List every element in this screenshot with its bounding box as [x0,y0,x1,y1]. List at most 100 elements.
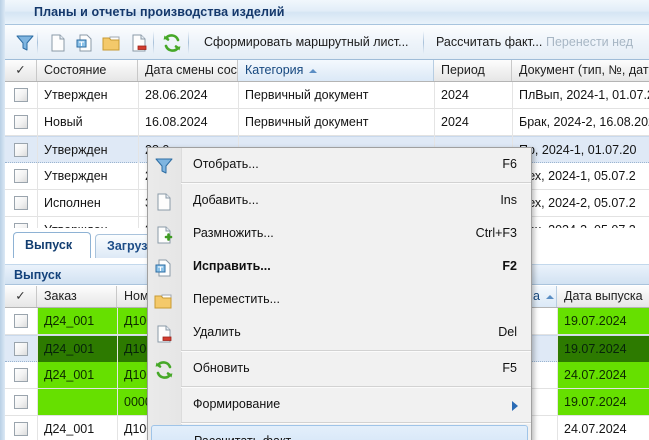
top-grid-header-category[interactable]: Категория [238,60,434,81]
cell-period: 2024 [441,115,469,129]
edit-document-icon[interactable] [75,33,95,53]
cell-checkbox [5,416,37,440]
menu-item-dobavit[interactable]: Добавить... Ins [148,185,531,218]
context-menu: Отобрать... F6 Добавить... Ins Размножить...… [147,147,532,440]
tab-label: Выпуск [25,238,73,252]
menu-item-razmnozhit[interactable]: Размножить... Ctrl+F3 [148,218,531,251]
column-separator [557,308,558,440]
cell-category: Первичный документ [245,88,369,102]
cell-checkbox [5,190,37,216]
menu-separator [181,386,531,388]
column-separator [138,82,139,228]
cell-checkbox [5,362,37,388]
row-checkbox[interactable] [14,314,28,328]
column-separator [37,308,38,440]
table-row[interactable]: Д24_001 Д1000 24.07.2024 [5,416,649,440]
menu-item-ispravit[interactable]: Исправить... F2 [148,251,531,284]
row-checkbox[interactable] [14,169,28,183]
refresh-icon[interactable] [162,33,182,53]
cell-checkbox [5,82,37,108]
menu-item-shortcut: Del [498,325,517,339]
menu-item-shortcut: Ins [500,193,517,207]
filter-icon[interactable] [15,33,35,53]
cell-category: Первичный документ [245,115,369,129]
row-checkbox[interactable] [14,395,28,409]
production-plans-grid: ✓ Состояние Дата смены сост Категория Период… [5,60,649,228]
menu-item-udalit[interactable]: Удалить Del [148,317,531,350]
window-titlebar: Планы и отчеты производства изделий [5,0,649,25]
transfer-shortage-button[interactable]: Перенести нед [546,35,633,49]
cell-checkbox [5,389,37,415]
cell-state: Утвержден [44,143,108,157]
top-grid-header-period[interactable]: Период [434,60,512,81]
row-checkbox[interactable] [14,115,28,129]
column-separator [37,82,38,228]
menu-item-label: Обновить [193,361,250,375]
menu-item-formirovanie[interactable]: Формирование [148,389,531,422]
delete-document-icon[interactable] [129,33,149,53]
menu-separator [181,350,531,352]
submenu-arrow-icon [512,401,518,411]
row-checkbox[interactable] [14,88,28,102]
menu-item-label: Добавить... [193,193,259,207]
refresh-icon [154,360,174,380]
cell-release-date: 19.07.2024 [557,308,649,334]
cell-checkbox [5,336,37,362]
filter-icon [154,156,174,176]
delete-document-icon [154,324,174,344]
move-folder-icon[interactable] [102,33,122,53]
table-row[interactable]: Утвержден 28.06.2024 Первичный документ 202… [5,82,649,109]
top-grid-header-state[interactable]: Состояние [37,60,138,81]
column-label: Период [441,63,485,77]
table-row[interactable]: Новый 16.08.2024 Первичный документ 2024 Бра… [5,109,649,136]
main-toolbar: Сформировать маршрутный лист... Рассчита… [5,25,649,60]
menu-item-obnovit[interactable]: Обновить F5 [148,353,531,386]
row-checkbox[interactable] [14,143,28,157]
bottom-grid-header-sorted-col[interactable]: а [526,286,557,307]
bottom-grid-header-order[interactable]: Заказ [37,286,117,307]
menu-item-otobrat[interactable]: Отобрать... F6 [148,149,531,182]
cell-document: Цех, 2024-3, 05.07.2 [512,217,649,228]
menu-item-shortcut: F5 [502,361,517,375]
tab-vypusk[interactable]: Выпуск [13,232,91,258]
cell-state: Исполнен [44,196,101,210]
menu-item-rasschitat-fakt[interactable]: Рассчитать факт... [151,425,528,440]
cell-release-date: 24.07.2024 [564,422,627,436]
column-label: Дата выпуска [564,289,643,303]
cell-date: 28.06.2024 [145,88,208,102]
bottom-grid-header-release-date[interactable]: Дата выпуска [557,286,649,307]
menu-separator [181,422,531,424]
calculate-fact-button[interactable]: Рассчитать факт... [436,35,543,49]
column-label: ✓ [15,289,26,303]
top-grid-header-document[interactable]: Документ (тип, №, дат [512,60,649,81]
column-separator [117,308,118,440]
cell-order [37,389,117,415]
cell-checkbox [5,217,37,228]
new-document-icon[interactable] [48,33,68,53]
cell-release-date: 19.07.2024 [557,389,649,415]
edit-document-icon [154,258,174,278]
row-checkbox[interactable] [14,368,28,382]
row-checkbox[interactable] [14,342,28,356]
row-checkbox[interactable] [14,223,28,228]
menu-item-label: Исправить... [193,259,271,273]
menu-item-peremestit[interactable]: Переместить... [148,284,531,317]
top-grid-header-checkbox[interactable]: ✓ [5,60,37,81]
cell-state: Утвержден [44,169,108,183]
cell-document: Пр, 2024-1, 01.07.20 [519,143,637,157]
duplicate-document-icon [154,225,174,245]
top-grid-header-state-change-date[interactable]: Дата смены сост [138,60,238,81]
column-label: Документ (тип, №, дат [519,63,649,77]
cell-state: Утвержден [44,88,108,102]
column-label: Заказ [44,289,77,303]
column-label: ✓ [15,63,26,77]
sort-ascending-icon [545,294,554,299]
cell-document: ПлВып, 2024-1, 01.07.2 [519,88,649,102]
bottom-grid-header-checkbox[interactable]: ✓ [5,286,37,307]
cell-document: Цех, 2024-1, 05.07.2 [519,169,636,183]
form-route-sheet-button[interactable]: Сформировать маршрутный лист... [204,35,409,49]
row-checkbox[interactable] [14,196,28,210]
row-checkbox[interactable] [14,422,28,436]
sort-ascending-icon [309,68,318,73]
column-label: а [533,289,540,303]
